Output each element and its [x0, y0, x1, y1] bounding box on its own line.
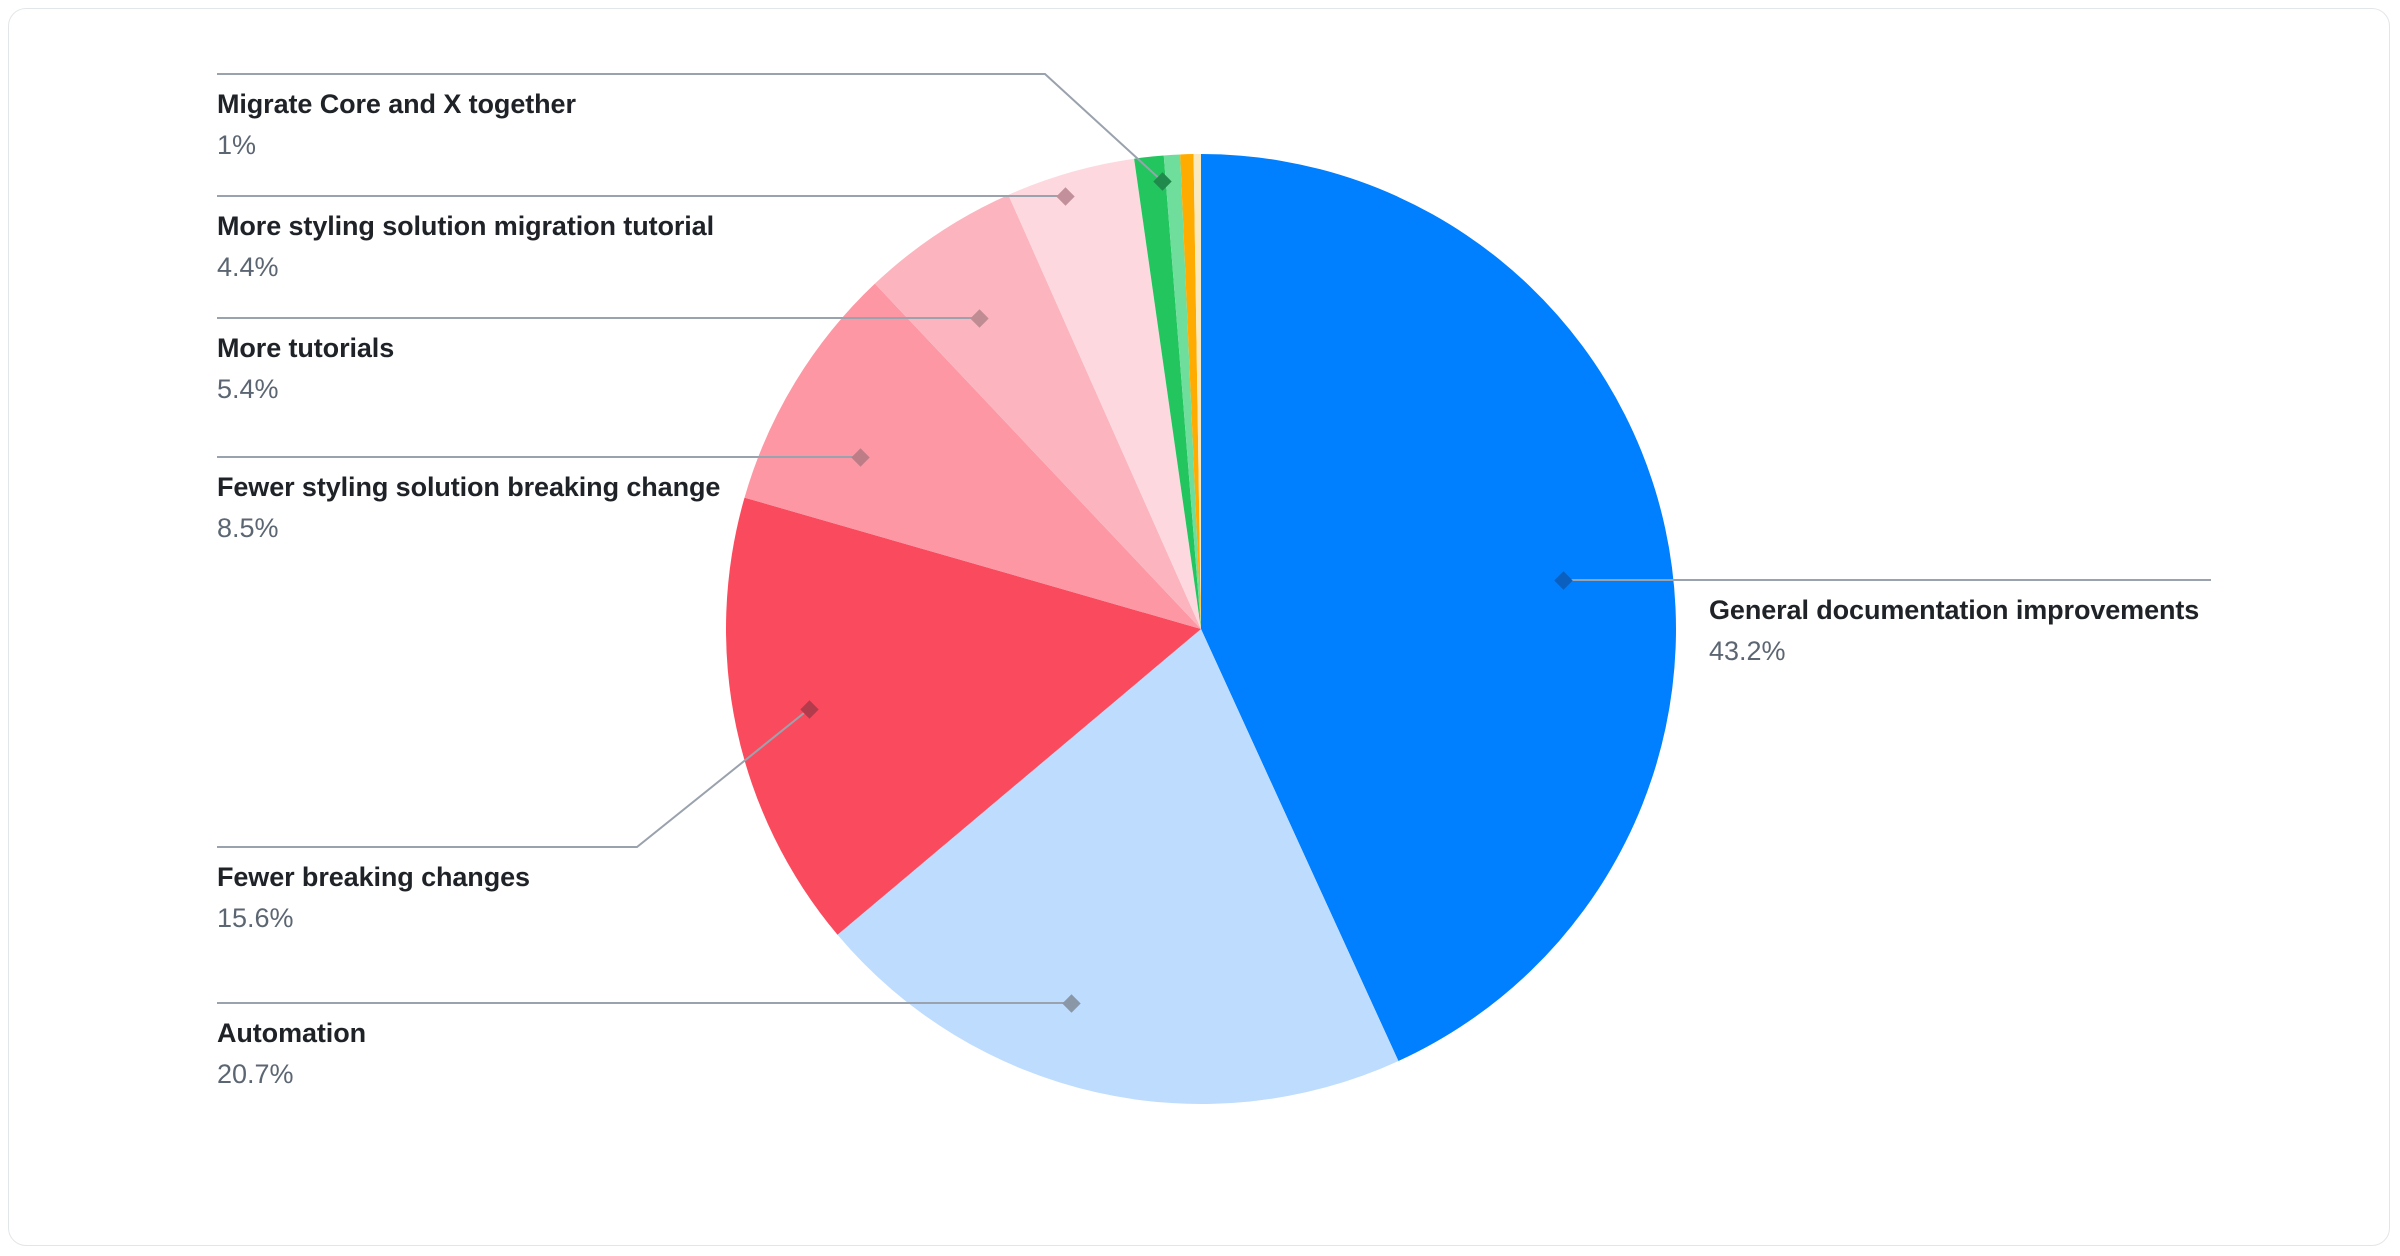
- pie-slice-general-documentation-improvements[interactable]: [1201, 154, 1676, 1062]
- pie-slice-more-styling-solution-migration-tutorial[interactable]: [1008, 158, 1201, 630]
- callout-value-general-docs: 43.2%: [1709, 636, 1786, 667]
- callout-title-styling-tutorial: More styling solution migration tutorial: [217, 211, 715, 241]
- callout-fewer-styling-breaking: Fewer styling solution breaking change 8…: [217, 472, 720, 543]
- pie-slice-more-tutorials[interactable]: [874, 194, 1201, 629]
- callout-title-migrate-core: Migrate Core and X together: [217, 89, 576, 119]
- callout-fewer-breaking: Fewer breaking changes 15.6%: [217, 862, 530, 933]
- callout-styling-tutorial: More styling solution migration tutorial…: [217, 211, 714, 282]
- leader-marker-more-tutorials: [970, 309, 989, 328]
- leader-line-fewer-breaking: [217, 708, 810, 848]
- callout-value-fewer-styling-breaking: 8.5%: [217, 513, 279, 544]
- pie-slice-fewer-styling-solution-breaking-change[interactable]: [744, 283, 1201, 629]
- pie-slice-unlabeled-cream[interactable]: [1193, 154, 1201, 629]
- leader-marker-migrate-core: [1153, 172, 1172, 191]
- leader-line-migrate-core: [217, 73, 1163, 182]
- callout-title-general-docs: General documentation improvements: [1709, 595, 2200, 625]
- pie-slice-automation[interactable]: [837, 629, 1399, 1104]
- leader-marker-fewer-styling-breaking: [851, 448, 870, 467]
- leader-lines: [217, 73, 2211, 1004]
- callout-title-more-tutorials: More tutorials: [217, 333, 395, 363]
- callout-value-more-tutorials: 5.4%: [217, 374, 279, 405]
- pie-slice-unlabeled-orange[interactable]: [1180, 154, 1201, 629]
- callout-migrate-core: Migrate Core and X together 1%: [217, 89, 576, 160]
- pie-chart-svg: [217, 73, 2211, 1104]
- callout-title-automation: Automation: [217, 1018, 366, 1048]
- chart-card: Migrate Core and X together 1% More styl…: [8, 8, 2390, 1246]
- callout-value-automation: 20.7%: [217, 1059, 294, 1090]
- callout-value-fewer-breaking: 15.6%: [217, 903, 294, 934]
- callout-automation: Automation 20.7%: [217, 1018, 366, 1089]
- leader-marker-general-docs: [1554, 571, 1573, 590]
- callout-value-styling-tutorial: 4.4%: [217, 252, 279, 283]
- leader-markers: [800, 172, 1573, 1013]
- pie-slice-unlabeled-green[interactable]: [1163, 154, 1201, 629]
- callout-value-migrate-core: 1%: [217, 130, 257, 161]
- pie-slice-migrate-core-and-x-together[interactable]: [1134, 155, 1201, 629]
- pie-slice-fewer-breaking-changes[interactable]: [725, 497, 1201, 935]
- leader-marker-styling-tutorial: [1056, 187, 1075, 206]
- callout-title-fewer-breaking: Fewer breaking changes: [217, 862, 530, 892]
- callout-title-fewer-styling-breaking: Fewer styling solution breaking change: [217, 472, 721, 502]
- leader-marker-automation: [1062, 994, 1081, 1013]
- pie-slices: [725, 154, 1676, 1104]
- leader-marker-fewer-breaking: [800, 700, 819, 719]
- callout-general-docs: General documentation improvements 43.2%: [1709, 595, 2199, 666]
- callout-more-tutorials: More tutorials 5.4%: [217, 333, 394, 404]
